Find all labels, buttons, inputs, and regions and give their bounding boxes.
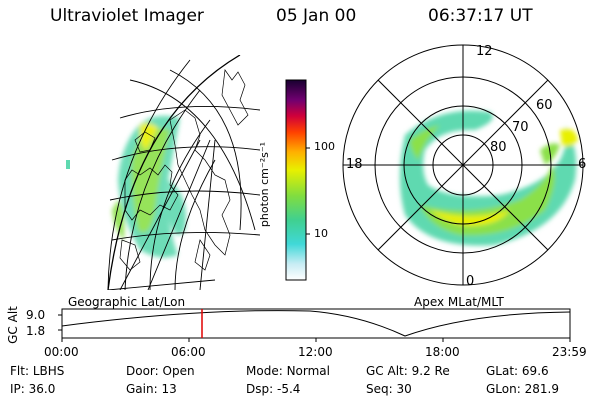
time-label: 06:37:17 UT xyxy=(428,6,533,26)
aurora-speck xyxy=(66,160,70,169)
altitude-timeline xyxy=(58,308,571,342)
info-ip: IP: 36.0 xyxy=(10,382,56,396)
mlt-label-right: 6 xyxy=(578,157,587,172)
timeline-xtick: 12:00 xyxy=(298,345,333,359)
info-gc-alt: GC Alt: 9.2 Re xyxy=(366,364,450,378)
geographic-panel-label: Geographic Lat/Lon xyxy=(68,295,186,309)
timeline-xtick: 18:00 xyxy=(425,345,460,359)
date-label: 05 Jan 00 xyxy=(276,6,357,26)
timeline-xtick: 00:00 xyxy=(44,345,79,359)
timeline-xtick: 23:59 xyxy=(552,345,587,359)
timeline-xtick: 06:00 xyxy=(171,345,206,359)
lat-label-80: 80 xyxy=(490,140,507,155)
left-aurora xyxy=(112,115,186,258)
colorbar xyxy=(285,79,307,281)
info-flt: Flt: LBHS xyxy=(10,364,65,378)
lat-label-60: 60 xyxy=(536,98,553,113)
info-dsp: Dsp: -5.4 xyxy=(246,382,301,396)
colorbar-unit-label: photon cm⁻²s⁻¹ xyxy=(258,141,272,228)
info-mode: Mode: Normal xyxy=(246,364,330,378)
instrument-title: Ultraviolet Imager xyxy=(50,6,204,26)
lat-label-70: 70 xyxy=(512,120,529,135)
info-glat: GLat: 69.6 xyxy=(486,364,549,378)
mlt-label-left: 18 xyxy=(346,157,363,172)
info-door: Door: Open xyxy=(126,364,195,378)
info-seq: Seq: 30 xyxy=(366,382,412,396)
colorbar-tick-10: 10 xyxy=(314,227,328,240)
colorbar-tick-100: 100 xyxy=(314,140,335,153)
mlt-label-bottom: 0 xyxy=(466,274,475,289)
timeline-ytick-low: 1.8 xyxy=(26,324,46,338)
polar-panel-label: Apex MLat/MLT xyxy=(414,295,504,309)
timeline-ytick-high: 9.0 xyxy=(26,308,46,322)
geographic-panel xyxy=(107,55,260,290)
timeline-ylabel: GC Alt xyxy=(5,306,20,344)
info-glon: GLon: 281.9 xyxy=(486,382,559,396)
mlt-label-top: 12 xyxy=(476,44,493,59)
polar-panel xyxy=(342,44,584,286)
info-gain: Gain: 13 xyxy=(126,382,177,396)
